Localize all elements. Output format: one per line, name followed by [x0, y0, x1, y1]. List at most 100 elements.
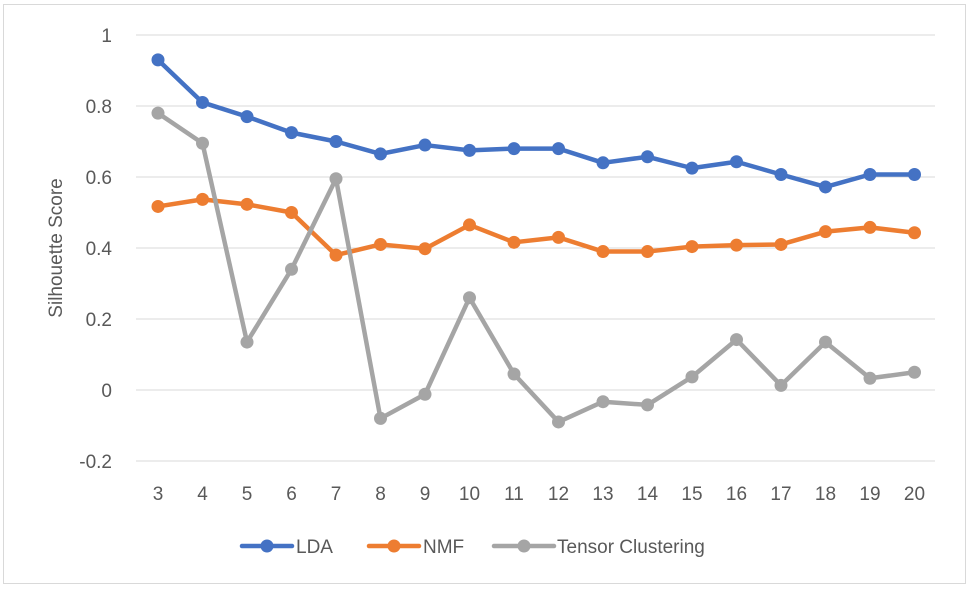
data-point-nmf [240, 197, 254, 211]
legend-item-lda: LDA [239, 537, 333, 558]
data-point-tensor-clustering [329, 172, 343, 186]
data-point-tensor-clustering [774, 378, 788, 392]
x-tick-label: 10 [459, 484, 480, 505]
series-nmf [151, 192, 921, 262]
data-point-nmf [151, 199, 165, 213]
legend: LDA NMF Tensor Clustering [239, 537, 705, 558]
data-point-tensor-clustering [151, 106, 165, 120]
data-point-tensor-clustering [863, 371, 877, 385]
data-point-nmf [908, 226, 921, 240]
legend-item-tensor-clustering: Tensor Clustering [491, 537, 705, 558]
data-point-nmf [596, 245, 610, 259]
data-point-lda [819, 180, 832, 194]
legend-marker [387, 539, 401, 553]
data-point-lda [730, 155, 743, 169]
data-point-tensor-clustering [374, 411, 387, 425]
y-tick-label: -0.2 [79, 452, 112, 473]
x-tick-label: 15 [681, 484, 702, 505]
data-point-lda [285, 126, 298, 140]
data-point-lda [641, 150, 654, 164]
data-point-tensor-clustering [641, 398, 654, 412]
x-tick-label: 14 [637, 484, 659, 505]
data-point-lda [151, 53, 165, 67]
data-point-nmf [463, 218, 476, 232]
data-point-tensor-clustering [240, 335, 254, 349]
data-point-lda [329, 135, 343, 148]
y-axis-title: Silhouette Score [46, 178, 67, 317]
data-point-tensor-clustering [418, 387, 432, 401]
series-line-nmf [155, 197, 917, 258]
x-tick-label: 6 [286, 484, 297, 505]
data-point-nmf [774, 237, 788, 251]
y-tick-label: 0.4 [86, 239, 113, 260]
data-point-lda [240, 110, 254, 124]
legend-marker [517, 539, 531, 553]
data-point-lda [463, 143, 476, 157]
data-point-lda [552, 142, 565, 156]
data-point-lda [374, 147, 387, 161]
y-tick-label: 0 [101, 381, 112, 402]
legend-label: Tensor Clustering [557, 537, 705, 558]
data-point-nmf [730, 238, 743, 252]
legend-item-nmf: NMF [366, 537, 464, 558]
data-point-nmf [507, 235, 521, 249]
legend-marker [260, 539, 274, 553]
x-tick-label: 9 [420, 484, 431, 505]
x-tick-labels: 3 4 5 6 7 8 9 10 11 12 13 14 15 16 17 18 19 20 [153, 484, 925, 505]
y-tick-labels: -0.2 0 0.2 0.4 0.6 0.8 1 [79, 26, 112, 473]
data-point-nmf [196, 192, 209, 206]
series-lda [151, 53, 921, 194]
chart-frame [3, 4, 966, 584]
data-point-lda [507, 142, 521, 156]
data-point-nmf [685, 240, 699, 254]
data-point-tensor-clustering [285, 262, 298, 276]
data-point-lda [596, 156, 610, 170]
data-point-nmf [863, 220, 877, 234]
series-tensor-clustering [151, 106, 921, 429]
data-point-tensor-clustering [507, 367, 521, 381]
x-tick-label: 20 [904, 484, 925, 505]
legend-label: NMF [423, 537, 464, 558]
series-group [151, 53, 921, 429]
x-tick-label: 4 [197, 484, 208, 505]
x-tick-label: 3 [153, 484, 164, 505]
data-point-tensor-clustering [730, 333, 743, 347]
x-tick-label: 19 [859, 484, 880, 505]
x-tick-label: 17 [770, 484, 791, 505]
x-tick-label: 16 [726, 484, 747, 505]
x-tick-label: 12 [548, 484, 569, 505]
series-line-lda [155, 57, 917, 190]
data-point-tensor-clustering [196, 136, 209, 150]
data-point-nmf [418, 242, 432, 256]
data-point-tensor-clustering [463, 291, 476, 305]
data-point-nmf [641, 245, 654, 259]
y-tick-label: 1 [101, 26, 112, 47]
data-point-lda [685, 161, 699, 175]
x-tick-label: 18 [815, 484, 836, 505]
data-point-lda [908, 168, 921, 182]
x-tick-label: 11 [504, 484, 524, 505]
data-point-nmf [285, 206, 298, 219]
data-point-lda [418, 138, 432, 152]
legend-label: LDA [296, 537, 333, 558]
x-tick-label: 13 [592, 484, 613, 505]
y-tick-label: 0.2 [86, 310, 112, 331]
y-tick-label: 0.8 [86, 97, 112, 118]
x-tick-label: 5 [242, 484, 253, 505]
data-point-nmf [374, 237, 387, 251]
data-point-tensor-clustering [819, 335, 832, 349]
data-point-lda [863, 168, 877, 182]
series-line-tensor-clustering [155, 110, 917, 425]
y-tick-label: 0.6 [86, 168, 112, 189]
data-point-tensor-clustering [596, 395, 610, 409]
data-point-lda [774, 168, 788, 182]
gridlines [136, 34, 935, 462]
data-point-tensor-clustering [908, 365, 921, 379]
data-point-tensor-clustering [685, 370, 699, 384]
data-point-nmf [552, 230, 565, 244]
x-tick-label: 8 [375, 484, 386, 505]
data-point-tensor-clustering [552, 415, 565, 429]
data-point-nmf [819, 225, 832, 239]
data-point-nmf [329, 248, 343, 262]
